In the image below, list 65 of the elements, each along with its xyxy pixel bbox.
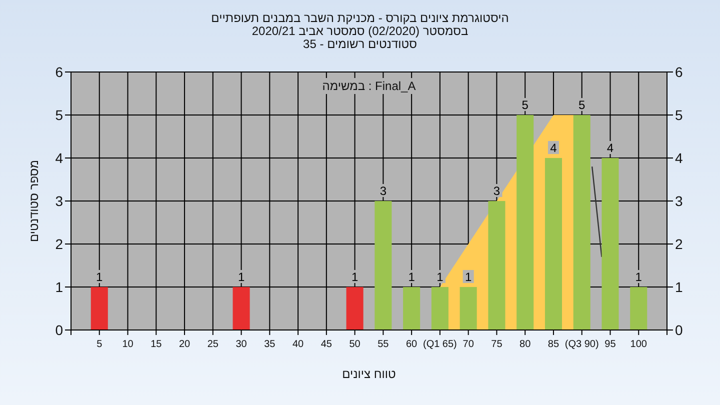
x-tick-label: 75 (491, 339, 503, 350)
y-tick-label: 1 (55, 279, 64, 295)
data-label: 5 (578, 98, 586, 112)
bar (431, 287, 448, 330)
bar (346, 287, 364, 330)
bar (630, 287, 648, 330)
y2-tick-label: 6 (675, 64, 683, 80)
x-tick-label: 50 (349, 339, 361, 350)
x-tick-label: 80 (520, 339, 532, 350)
data-label: 4 (550, 141, 558, 155)
x-tick-label: 55 (378, 339, 390, 350)
y-tick-label: 2 (55, 236, 64, 252)
bar (232, 287, 250, 330)
y-tick-label: 3 (55, 193, 64, 209)
y2-tick-label: 4 (675, 150, 683, 166)
y2-tick-label: 3 (675, 193, 683, 209)
x-tick-label: 85 (548, 339, 560, 350)
y-tick-label: 0 (55, 322, 64, 338)
x-tick-label: 35 (264, 339, 276, 350)
data-label: 4 (606, 141, 614, 155)
x-tick-label: (Q1 65) (423, 339, 457, 350)
x-tick-label: 25 (207, 339, 219, 350)
bar (403, 287, 420, 330)
x-tick-label: 60 (406, 339, 418, 350)
bar (602, 158, 619, 330)
data-label: 1 (464, 270, 472, 284)
data-label: 1 (238, 270, 245, 284)
bar (516, 115, 534, 330)
bar (544, 158, 562, 330)
data-label: 5 (522, 98, 529, 112)
x-tick-label: 70 (462, 339, 474, 350)
data-label: 3 (380, 184, 387, 198)
data-label: 1 (96, 270, 104, 284)
chart-title: היסטוגרמת ציונים בקורס - מכניקת השבר במבנים תעופתיים (211, 11, 509, 25)
chart-subtitle: בסמסטר (02/2020) סמסטר אביב 2020/21 סטודנטים רשומים - 35 (252, 24, 468, 51)
y-tick-label: 5 (55, 107, 64, 123)
y-tick-label: 6 (55, 64, 64, 80)
annotation: במשימה : Final_A (322, 79, 416, 93)
y2-tick-label: 2 (675, 236, 683, 252)
x-tick-label: 20 (178, 339, 191, 350)
x-axis-title: טווח ציונים (342, 367, 396, 381)
data-label: 3 (493, 184, 500, 198)
x-tick-label: 5 (96, 339, 103, 350)
x-tick-label: 95 (604, 339, 616, 350)
bar (573, 115, 590, 330)
x-tick-label: 40 (292, 339, 304, 350)
data-label: 1 (436, 270, 444, 284)
bar (90, 287, 108, 330)
y-axis-title: מספר סטודנטים (27, 160, 41, 242)
bar (374, 201, 392, 330)
bar (460, 287, 477, 330)
bar (488, 201, 506, 330)
x-tick-label: 100 (630, 339, 648, 350)
x-tick-label: 45 (320, 339, 332, 350)
data-label: 1 (635, 270, 642, 284)
x-tick-label: (Q3 90) (564, 339, 599, 350)
y2-tick-label: 5 (675, 107, 683, 123)
y2-tick-label: 1 (675, 279, 683, 295)
y-tick-label: 4 (55, 150, 64, 166)
x-tick-label: 30 (236, 339, 248, 350)
x-tick-label: 10 (122, 339, 134, 350)
x-tick-label: 15 (150, 339, 162, 350)
data-label: 1 (408, 270, 416, 284)
data-label: 1 (351, 270, 358, 284)
y2-tick-label: 0 (675, 322, 683, 338)
